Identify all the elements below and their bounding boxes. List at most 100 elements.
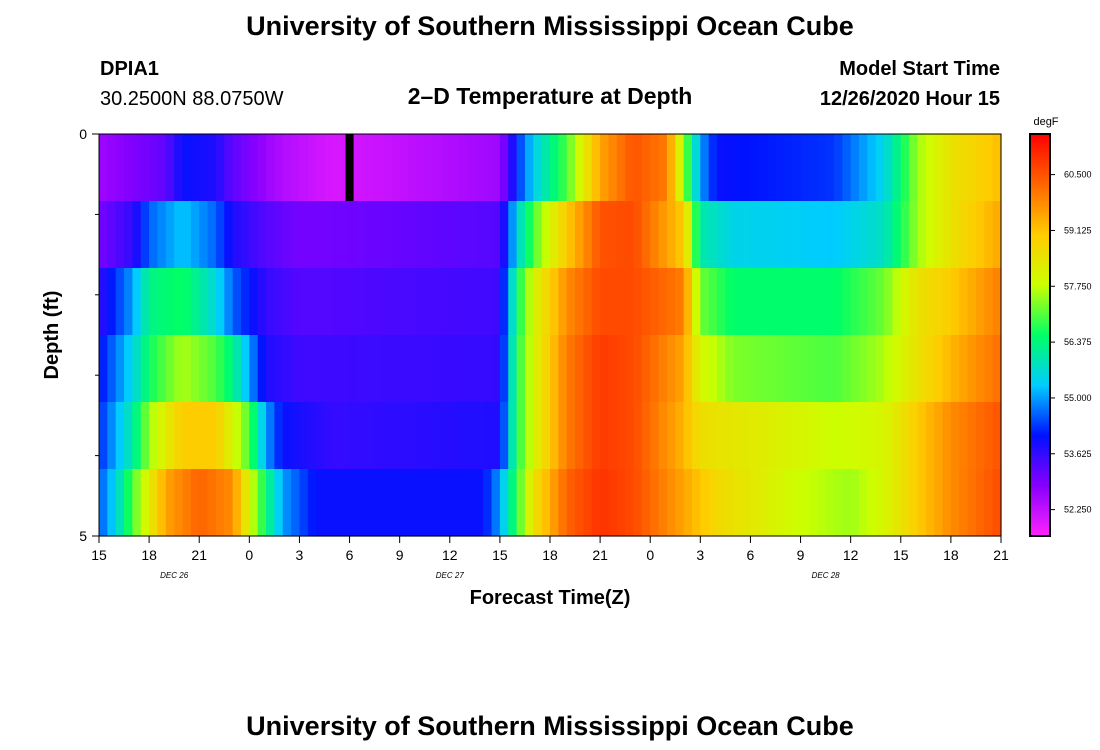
heatmap-cell [717, 335, 726, 403]
heatmap-cell [282, 469, 292, 537]
heatmap-cell [449, 469, 459, 537]
heatmap-cell [107, 335, 117, 403]
heatmap-cell [149, 402, 159, 470]
heatmap-cell [625, 201, 635, 269]
heatmap-cell [466, 201, 476, 269]
heatmap-cell [366, 469, 376, 537]
heatmap-cell [382, 335, 392, 403]
heatmap-cell [934, 402, 944, 470]
heatmap-cell [257, 201, 267, 269]
heatmap-cell [725, 134, 735, 202]
heatmap-cell [174, 268, 184, 336]
heatmap-cell [633, 335, 643, 403]
heatmap-cell [800, 268, 810, 336]
heatmap-cell [909, 335, 919, 403]
heatmap-cell [115, 201, 125, 269]
heatmap-cell [207, 402, 217, 470]
heatmap-cell [808, 402, 818, 470]
heatmap-cell [591, 134, 601, 202]
heatmap-cell [675, 469, 685, 537]
heatmap-cell [758, 402, 768, 470]
heatmap-cell [307, 402, 317, 470]
heatmap-cell [850, 402, 860, 470]
heatmap-cell [249, 469, 259, 537]
heatmap-cell [382, 134, 392, 202]
heatmap-cell [725, 335, 735, 403]
heatmap-cell [633, 469, 643, 537]
heatmap-cell [449, 335, 459, 403]
heatmap-cell [750, 134, 760, 202]
heatmap-cell [600, 335, 610, 403]
heatmap-cell [683, 134, 693, 202]
heatmap-cell [975, 201, 985, 269]
heatmap-cell [508, 134, 518, 202]
heatmap-cell [408, 469, 417, 537]
heatmap-cell [783, 469, 793, 537]
heatmap-cell [850, 469, 860, 537]
heatmap-cell [474, 201, 484, 269]
y-tick-label-top: 0 [79, 126, 87, 142]
heatmap-cell [950, 335, 960, 403]
heatmap-cell [349, 469, 359, 537]
heatmap-cell [449, 268, 459, 336]
heatmap-cell [616, 134, 626, 202]
heatmap-cell [992, 469, 1002, 537]
heatmap-cell [441, 268, 451, 336]
heatmap-cell [900, 402, 910, 470]
heatmap-cell [850, 335, 860, 403]
heatmap-cell [107, 469, 117, 537]
heatmap-cell [249, 268, 259, 336]
heatmap-cell [491, 402, 501, 470]
colorbar-label: 52.250 [1064, 505, 1092, 515]
heatmap-cell [516, 134, 526, 202]
heatmap-cell [842, 201, 852, 269]
heatmap-cell [533, 201, 543, 269]
heatmap-cell [107, 402, 117, 470]
heatmap-cell [349, 402, 359, 470]
heatmap-cell [424, 268, 434, 336]
heatmap-cell [717, 201, 726, 269]
heatmap-cell [984, 268, 994, 336]
heatmap-cell [641, 402, 651, 470]
heatmap-cell [516, 335, 526, 403]
heatmap-cell [708, 469, 718, 537]
heatmap-cell [783, 268, 793, 336]
heatmap-cell [533, 134, 543, 202]
heatmap-cell [700, 134, 710, 202]
heatmap-cell [449, 402, 459, 470]
heatmap-cell [917, 134, 927, 202]
heatmap-cell [307, 268, 317, 336]
heatmap-cell [566, 335, 576, 403]
heatmap-cell [691, 134, 701, 202]
heatmap-cell [608, 469, 618, 537]
x-tick-label: 15 [893, 547, 909, 563]
heatmap-cell [174, 134, 184, 202]
heatmap-cell [199, 201, 209, 269]
heatmap-cell [374, 201, 384, 269]
heatmap-cell [616, 402, 626, 470]
heatmap-cell [132, 201, 142, 269]
heatmap-cell [583, 201, 593, 269]
heatmap-cell [708, 134, 718, 202]
heatmap-cell [867, 469, 877, 537]
heatmap-cell [240, 134, 250, 202]
heatmap-cell [424, 201, 434, 269]
heatmap-cell [199, 268, 209, 336]
heatmap-row-3 [99, 335, 1002, 403]
heatmap-cell [833, 402, 843, 470]
heatmap-cell [942, 134, 952, 202]
heatmap-cell [357, 201, 367, 269]
heatmap-cell [566, 402, 576, 470]
heatmap-cell [524, 469, 534, 537]
heatmap-cell [800, 335, 810, 403]
heatmap-cell [792, 335, 802, 403]
heatmap-cell [700, 335, 710, 403]
heatmap-cell [967, 134, 977, 202]
heatmap-cell [708, 268, 718, 336]
heatmap-cell [266, 335, 275, 403]
model-start-label: Model Start Time [839, 58, 1000, 80]
heatmap-cell [149, 335, 159, 403]
heatmap-cell [433, 402, 443, 470]
heatmap-cell [149, 201, 159, 269]
heatmap-cell [249, 335, 259, 403]
